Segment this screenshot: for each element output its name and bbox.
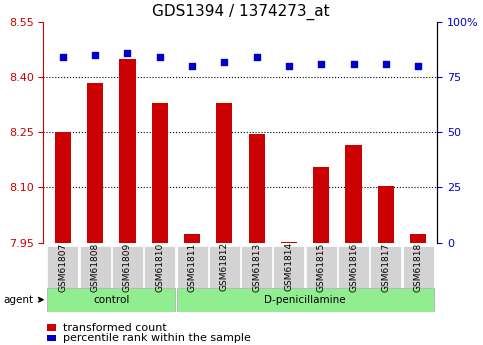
Text: agent: agent — [4, 295, 43, 305]
Point — [124, 50, 131, 56]
FancyBboxPatch shape — [241, 246, 272, 288]
Text: GSM61817: GSM61817 — [381, 242, 390, 292]
Text: GSM61815: GSM61815 — [317, 242, 326, 292]
Bar — [184, 234, 200, 243]
Point — [156, 54, 164, 60]
Text: transformed count: transformed count — [63, 323, 167, 333]
Point — [91, 52, 99, 58]
FancyBboxPatch shape — [144, 246, 175, 288]
Point — [253, 54, 260, 60]
Bar — [119, 59, 136, 243]
Text: GSM61808: GSM61808 — [91, 242, 99, 292]
Text: percentile rank within the sample: percentile rank within the sample — [63, 333, 251, 343]
Point — [350, 61, 357, 67]
Point — [285, 63, 293, 69]
FancyBboxPatch shape — [273, 246, 304, 288]
Point — [220, 59, 228, 64]
Bar — [216, 103, 232, 243]
Bar — [47, 324, 57, 331]
FancyBboxPatch shape — [338, 246, 369, 288]
FancyBboxPatch shape — [403, 246, 434, 288]
Text: GSM61809: GSM61809 — [123, 242, 132, 292]
FancyBboxPatch shape — [47, 288, 175, 312]
Text: GSM61813: GSM61813 — [252, 242, 261, 292]
Bar — [55, 132, 71, 243]
Point — [59, 54, 67, 60]
FancyBboxPatch shape — [370, 246, 401, 288]
Text: GSM61807: GSM61807 — [58, 242, 67, 292]
FancyBboxPatch shape — [177, 246, 208, 288]
FancyBboxPatch shape — [47, 246, 78, 288]
Text: GSM61810: GSM61810 — [155, 242, 164, 292]
FancyBboxPatch shape — [80, 246, 111, 288]
Text: GSM61814: GSM61814 — [284, 242, 294, 292]
Bar — [345, 145, 362, 243]
Title: GDS1394 / 1374273_at: GDS1394 / 1374273_at — [152, 4, 329, 20]
Bar — [87, 82, 103, 243]
Bar — [47, 335, 57, 342]
Bar — [313, 167, 329, 243]
Bar — [249, 134, 265, 243]
Point — [414, 63, 422, 69]
Point — [382, 61, 390, 67]
Text: GSM61812: GSM61812 — [220, 242, 229, 292]
FancyBboxPatch shape — [209, 246, 240, 288]
Text: GSM61816: GSM61816 — [349, 242, 358, 292]
Text: D-penicillamine: D-penicillamine — [264, 295, 346, 305]
Bar — [378, 186, 394, 243]
FancyBboxPatch shape — [112, 246, 143, 288]
Point — [317, 61, 325, 67]
Point — [188, 63, 196, 69]
Text: GSM61811: GSM61811 — [187, 242, 197, 292]
Bar — [410, 234, 426, 243]
FancyBboxPatch shape — [177, 288, 434, 312]
Text: control: control — [93, 295, 129, 305]
Bar — [152, 103, 168, 243]
FancyBboxPatch shape — [306, 246, 337, 288]
Text: GSM61818: GSM61818 — [413, 242, 423, 292]
